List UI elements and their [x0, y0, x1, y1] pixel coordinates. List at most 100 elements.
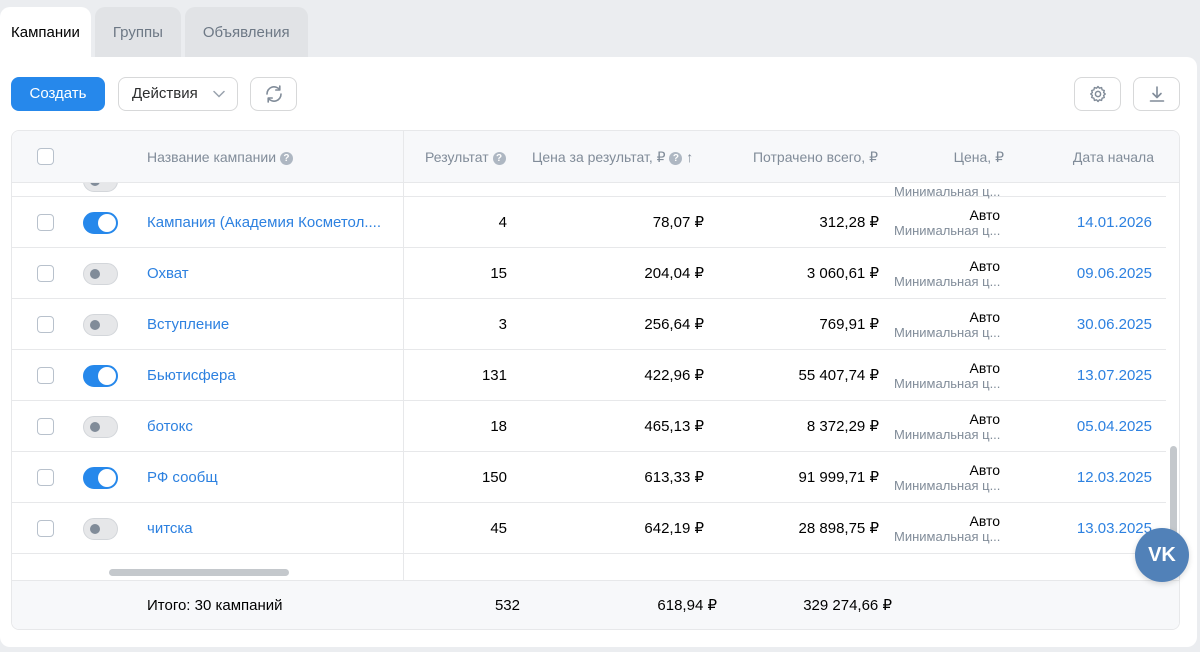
- help-icon[interactable]: ?: [492, 152, 506, 165]
- horizontal-scrollbar[interactable]: [109, 569, 289, 576]
- spent-value: 3 060,61 ₽: [806, 265, 879, 282]
- table-row[interactable]: читска 45 642,19 ₽ 28 898,75 ₽ Авто Мини…: [12, 503, 1166, 554]
- price-subtitle: Минимальная ц...: [894, 325, 1001, 340]
- price-value: Авто: [969, 513, 1000, 529]
- spent-value: 769,91 ₽: [819, 316, 879, 333]
- price-value: Авто: [969, 207, 1000, 223]
- campaign-name-link[interactable]: читска: [147, 520, 193, 537]
- total-spent: 329 274,66 ₽: [803, 597, 892, 614]
- header-cost-per-result[interactable]: Цена за результат, ₽ ? ↑: [532, 131, 693, 183]
- price-subtitle: Минимальная ц...: [894, 376, 1001, 391]
- campaign-toggle[interactable]: [83, 518, 118, 540]
- start-date-link[interactable]: 13.07.2025: [1076, 367, 1152, 384]
- header-start-date[interactable]: Дата начала: [1072, 149, 1154, 165]
- campaign-name-link[interactable]: ботокс: [147, 418, 193, 435]
- result-value: 4: [498, 214, 507, 231]
- header-spent[interactable]: Потрачено всего, ₽: [752, 149, 878, 165]
- header-cost-label: Цена за результат, ₽: [532, 149, 666, 165]
- cost-per-result-value: 465,13 ₽: [644, 418, 704, 435]
- campaign-name-link[interactable]: Охват: [147, 265, 189, 282]
- result-value: 15: [490, 265, 507, 282]
- spent-value: 312,28 ₽: [819, 214, 879, 231]
- select-all-checkbox[interactable]: [37, 148, 54, 165]
- table-row[interactable]: Охват 15 204,04 ₽ 3 060,61 ₽ Авто Минима…: [12, 248, 1166, 299]
- start-date-link[interactable]: 14.01.2026: [1076, 214, 1152, 231]
- campaign-toggle[interactable]: [83, 314, 118, 336]
- table-row[interactable]: РФ сообщ 150 613,33 ₽ 91 999,71 ₽ Авто М…: [12, 452, 1166, 503]
- spent-value: 28 898,75 ₽: [798, 520, 879, 537]
- result-value: 3: [498, 316, 507, 333]
- row-checkbox[interactable]: [37, 469, 54, 486]
- cost-per-result-value: 642,19 ₽: [644, 520, 704, 537]
- price-subtitle: Минимальная ц...: [894, 274, 1001, 289]
- refresh-button[interactable]: [250, 77, 297, 111]
- table-row[interactable]: ботокс 18 465,13 ₽ 8 372,29 ₽ Авто Миним…: [12, 401, 1166, 452]
- vertical-scrollbar[interactable]: [1170, 446, 1177, 536]
- row-checkbox[interactable]: [37, 214, 54, 231]
- campaign-toggle[interactable]: [83, 365, 118, 387]
- start-date-link[interactable]: 13.03.2025: [1076, 520, 1152, 537]
- header-name-label: Название кампании: [147, 149, 277, 165]
- price-value: Авто: [969, 411, 1000, 427]
- campaign-toggle[interactable]: [83, 416, 118, 438]
- chevron-down-icon: [213, 90, 225, 98]
- campaign-name-link[interactable]: РФ сообщ: [147, 469, 218, 486]
- result-value: 18: [490, 418, 507, 435]
- campaign-toggle[interactable]: [83, 467, 118, 489]
- campaign-name-link[interactable]: Кампания (Академия Косметол....: [147, 214, 381, 231]
- row-checkbox[interactable]: [37, 316, 54, 333]
- campaign-toggle[interactable]: [83, 263, 118, 285]
- campaign-toggle[interactable]: [83, 183, 118, 192]
- tab-ads[interactable]: Объявления: [184, 7, 308, 59]
- header-result[interactable]: Результат ?: [425, 131, 506, 183]
- start-date-link[interactable]: 05.04.2025: [1076, 418, 1152, 435]
- table-row[interactable]: Вступление 3 256,64 ₽ 769,91 ₽ Авто Мини…: [12, 299, 1166, 350]
- price-subtitle: Минимальная ц...: [894, 478, 1001, 493]
- header-name[interactable]: Название кампании ?: [147, 131, 293, 183]
- vk-chat-button[interactable]: VK: [1135, 528, 1189, 582]
- cost-per-result-value: 204,04 ₽: [644, 265, 704, 282]
- create-button[interactable]: Создать: [11, 77, 105, 111]
- settings-button[interactable]: [1074, 77, 1121, 111]
- row-checkbox[interactable]: [37, 418, 54, 435]
- horizontal-scroll-track[interactable]: [12, 566, 1179, 580]
- download-button[interactable]: [1133, 77, 1180, 111]
- cost-per-result-value: 613,33 ₽: [644, 469, 704, 486]
- spent-value: 8 372,29 ₽: [806, 418, 879, 435]
- start-date-link[interactable]: 30.06.2025: [1076, 316, 1152, 333]
- start-date-link[interactable]: 12.03.2025: [1076, 469, 1152, 486]
- download-icon: [1149, 86, 1164, 102]
- header-price[interactable]: Цена, ₽: [953, 149, 1004, 165]
- help-icon[interactable]: ?: [279, 152, 293, 165]
- price-subtitle: Минимальная ц...: [894, 184, 1001, 199]
- row-checkbox[interactable]: [37, 520, 54, 537]
- price-subtitle: Минимальная ц...: [894, 529, 1001, 544]
- price-value: Авто: [969, 360, 1000, 376]
- table-row[interactable]: Бьютисфера 131 422,96 ₽ 55 407,74 ₽ Авто…: [12, 350, 1166, 401]
- tab-groups[interactable]: Группы: [94, 7, 181, 59]
- total-result: 532: [494, 597, 520, 614]
- table-footer: Итого: 30 кампаний 532 618,94 ₽ 329 274,…: [12, 580, 1179, 629]
- tab-campaigns[interactable]: Кампании: [0, 7, 91, 59]
- spent-value: 91 999,71 ₽: [798, 469, 879, 486]
- table-row[interactable]: Кампания (Академия Косметол.... 4 78,07 …: [12, 197, 1166, 248]
- price-value: Авто: [969, 258, 1000, 274]
- campaign-toggle[interactable]: [83, 212, 118, 234]
- table-body: Минимальная ц... Кампания (Академия Косм…: [12, 183, 1179, 566]
- row-checkbox[interactable]: [37, 265, 54, 282]
- actions-dropdown[interactable]: Действия: [118, 77, 238, 111]
- row-checkbox[interactable]: [37, 367, 54, 384]
- tab-bar: Кампании Группы Объявления: [0, 7, 312, 59]
- price-subtitle: Минимальная ц...: [894, 427, 1001, 442]
- help-icon[interactable]: ?: [669, 152, 683, 165]
- campaign-name-link[interactable]: Бьютисфера: [147, 367, 236, 384]
- campaign-name-link[interactable]: Вступление: [147, 316, 230, 333]
- price-subtitle: Минимальная ц...: [894, 223, 1001, 238]
- total-label: Итого: 30 кампаний: [147, 597, 283, 614]
- total-cost-per-result: 618,94 ₽: [657, 597, 717, 614]
- gear-icon: [1089, 85, 1106, 103]
- cost-per-result-value: 256,64 ₽: [644, 316, 704, 333]
- cost-per-result-value: 78,07 ₽: [652, 214, 704, 231]
- result-value: 45: [490, 520, 507, 537]
- start-date-link[interactable]: 09.06.2025: [1076, 265, 1152, 282]
